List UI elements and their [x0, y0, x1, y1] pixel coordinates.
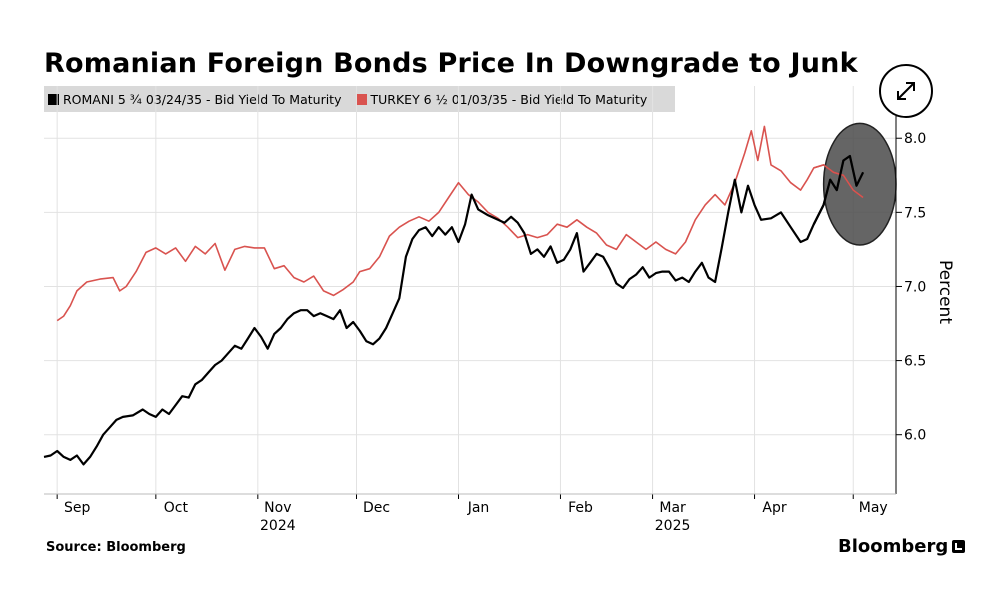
chart-icon	[952, 540, 966, 553]
chart-title: Romanian Foreign Bonds Price In Downgrad…	[44, 48, 858, 79]
y-tick-label: 6.5	[904, 354, 926, 370]
x-year-label: 2024	[260, 518, 296, 534]
x-tick-label: Nov	[264, 500, 291, 516]
legend-label-turkey: TURKEY 6 ½ 01/03/35 - Bid Yield To Matur…	[370, 91, 648, 107]
x-tick-label: Feb	[568, 500, 593, 516]
y-tick-label: 7.5	[904, 205, 926, 221]
y-tick-label: 6.0	[904, 428, 926, 444]
x-tick-label: May	[859, 500, 888, 516]
grid-lines	[44, 86, 896, 494]
legend-item-turkey: TURKEY 6 ½ 01/03/35 - Bid Yield To Matur…	[355, 91, 648, 107]
series-line-romani-highlighted	[812, 154, 865, 225]
y-tick-label: 8.0	[904, 131, 926, 147]
axes: 6.0 6.5 7.0 7.5 8.0 Sep Oct Nov 2024 Dec Jan Feb Mar…	[44, 116, 926, 534]
series-lines	[43, 122, 897, 466]
series-line-turkey	[56, 125, 864, 322]
chart-legend: ROMANI 5 ¾ 03/24/35 - Bid Yield To Matur…	[44, 86, 675, 112]
x-year-label: 2025	[655, 518, 691, 534]
x-tick-label: Apr	[762, 500, 786, 516]
series-line-turkey-highlighted	[813, 164, 864, 199]
legend-item-romani: ROMANI 5 ¾ 03/24/35 - Bid Yield To Matur…	[48, 92, 342, 107]
series-line-romani	[43, 154, 865, 466]
x-tick-label: Mar	[659, 500, 686, 516]
brand-label: Bloomberg	[838, 536, 949, 557]
x-tick-label: Sep	[64, 500, 91, 516]
legend-swatch-turkey	[355, 93, 367, 105]
expand-button[interactable]	[879, 64, 933, 118]
x-tick-label: Dec	[363, 500, 390, 516]
brand-mark: Bloomberg	[838, 536, 966, 557]
legend-label-romani: ROMANI 5 ¾ 03/24/35 - Bid Yield To Matur…	[63, 91, 342, 107]
y-tick-label: 7.0	[904, 279, 926, 295]
expand-icon	[897, 82, 915, 100]
source-note: Source: Bloomberg	[46, 540, 186, 555]
highlight-ellipse	[822, 122, 897, 246]
x-tick-label: Oct	[164, 500, 189, 516]
x-tick-label: Jan	[467, 500, 490, 516]
legend-swatch-romani	[48, 93, 59, 105]
y-axis-label: Percent	[935, 260, 955, 324]
